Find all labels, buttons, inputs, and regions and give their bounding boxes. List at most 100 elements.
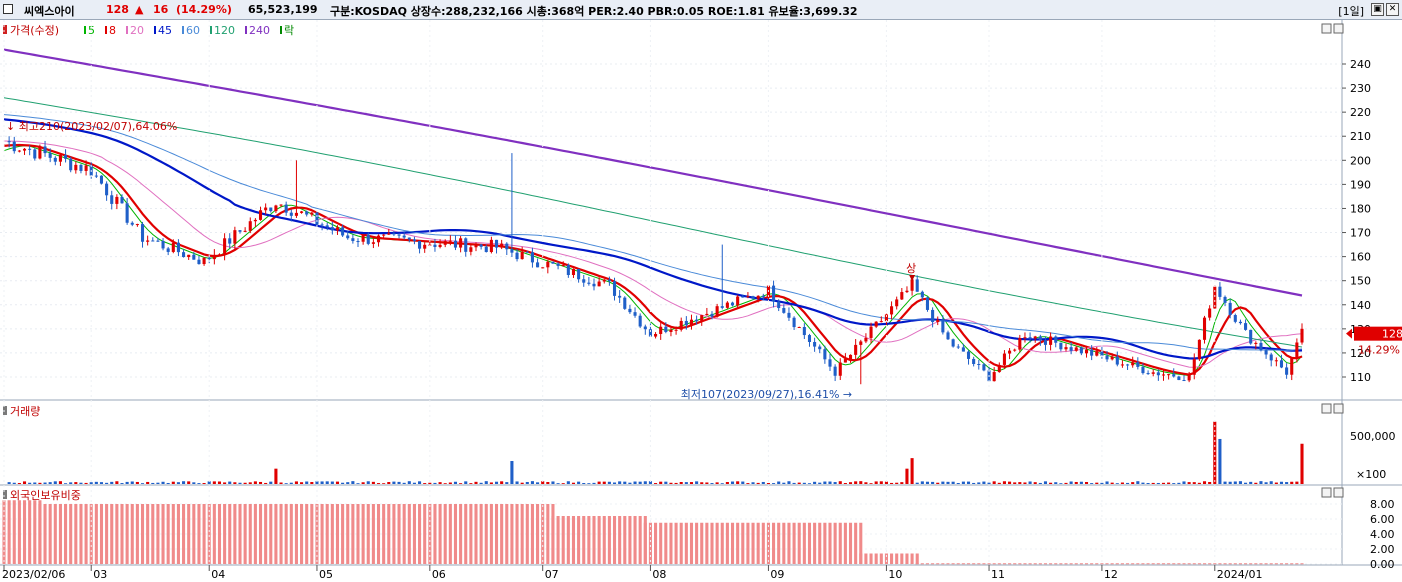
foreign-bar	[156, 504, 160, 564]
foreign-bar	[1146, 563, 1150, 565]
candle-body	[1208, 308, 1212, 318]
foreign-bar	[1182, 563, 1186, 565]
candle-body	[1084, 349, 1089, 354]
candle-body	[171, 242, 175, 252]
candle-body	[1218, 286, 1222, 297]
foreign-bar	[807, 522, 812, 564]
candle-body	[1043, 340, 1048, 345]
volume-bar	[325, 481, 329, 484]
candle-body	[79, 164, 83, 171]
period-selector[interactable]: [1일]	[1338, 5, 1364, 18]
volume-bar	[264, 482, 268, 484]
foreign-bar	[176, 504, 180, 564]
foreign-bar	[469, 504, 473, 564]
foreign-bar	[161, 504, 165, 564]
foreign-bar	[361, 504, 365, 564]
volume-bar	[561, 483, 565, 484]
volume-bar	[1197, 482, 1201, 484]
candle-body	[315, 212, 319, 225]
volume-bar	[1131, 482, 1135, 484]
candle-body	[602, 279, 606, 282]
volume-bar	[900, 482, 904, 484]
price-change: 16	[153, 3, 169, 16]
foreign-bar	[1197, 563, 1201, 565]
candle-body	[720, 306, 724, 308]
foreign-bar	[207, 504, 211, 564]
volume-bar	[1244, 482, 1248, 484]
candle-body	[972, 358, 976, 365]
volume-bar	[571, 482, 576, 484]
stock-chart[interactable]: 1101201301401501601701801902002102202302…	[0, 20, 1402, 582]
foreign-bar	[695, 522, 699, 564]
foreign-bar	[448, 504, 452, 564]
candle-body	[1033, 336, 1037, 339]
candle-body	[525, 251, 529, 253]
volume-bar	[187, 481, 191, 484]
foreign-bar	[315, 504, 319, 564]
candle-body	[330, 227, 334, 231]
foreign-bar	[412, 504, 416, 564]
candle-body	[53, 157, 57, 162]
volume-bar	[274, 468, 278, 484]
foreign-bar	[325, 504, 329, 564]
volume-y-tick: 500,000	[1350, 430, 1396, 443]
foreign-bar	[33, 500, 37, 564]
minimize-icon[interactable]: ▣	[1371, 3, 1384, 16]
foreign-bar	[961, 563, 965, 565]
x-tick-label: 2023/02/06	[2, 568, 65, 581]
volume-bar	[135, 481, 139, 484]
volume-bar	[1013, 482, 1017, 484]
candle-body	[402, 235, 406, 238]
volume-bar	[905, 468, 909, 484]
candle-body	[48, 153, 52, 158]
volume-bar	[823, 481, 827, 484]
foreign-bar	[228, 504, 232, 564]
volume-bar	[520, 482, 524, 484]
x-tick-label: 07	[545, 568, 559, 581]
checkbox[interactable]	[3, 4, 13, 14]
volume-bar	[910, 458, 914, 484]
foreign-bar	[1120, 563, 1124, 565]
last-price-box	[1354, 326, 1402, 341]
volume-bar	[182, 481, 186, 484]
volume-bar	[1249, 481, 1253, 484]
foreign-bar	[1028, 563, 1032, 565]
candle-body	[1259, 342, 1263, 351]
foreign-bar	[1079, 563, 1083, 565]
foreign-bar	[248, 504, 252, 564]
volume-bar	[7, 482, 11, 484]
foreign-bar	[782, 522, 786, 564]
volume-bar	[664, 481, 668, 484]
foreign-bar	[1285, 563, 1289, 565]
foreign-bar	[905, 553, 909, 564]
foreign-bar	[125, 504, 129, 564]
close-icon[interactable]: ✕	[1386, 3, 1399, 16]
candle-body	[300, 211, 304, 213]
candle-body	[1290, 358, 1294, 375]
volume-bar	[28, 482, 32, 484]
foreign-bar	[433, 504, 437, 564]
candle-body	[684, 320, 688, 326]
candle-body	[366, 234, 370, 244]
volume-bar	[228, 481, 232, 484]
volume-bar	[1285, 482, 1289, 484]
foreign-bar	[766, 522, 770, 564]
candle-body	[140, 224, 145, 242]
volume-bar	[746, 483, 750, 484]
volume-bar	[38, 482, 42, 484]
legend-ma-marker	[126, 26, 128, 34]
foreign-bar	[1136, 563, 1140, 565]
foreign-bar	[1023, 563, 1027, 565]
foreign-bar	[751, 522, 755, 564]
candle-body	[1151, 372, 1155, 374]
foreign-bar	[459, 504, 463, 564]
foreign-bar	[1084, 563, 1089, 565]
candle-body	[941, 319, 945, 333]
foreign-bar	[1172, 563, 1176, 565]
volume-bar	[1002, 481, 1006, 484]
volume-bar	[1033, 482, 1037, 484]
candle-body	[612, 281, 617, 296]
volume-bar	[874, 481, 878, 484]
foreign-bar	[592, 516, 596, 564]
candle-body	[258, 210, 263, 220]
